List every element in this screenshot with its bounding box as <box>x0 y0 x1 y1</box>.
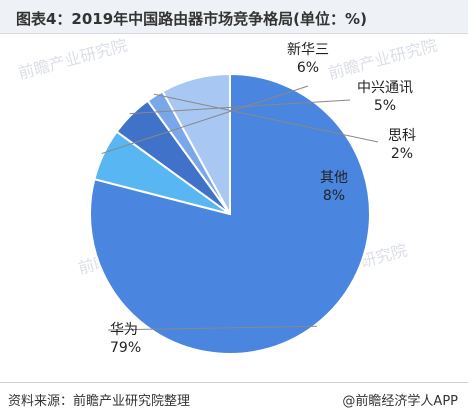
leader-line-2 <box>129 99 351 115</box>
slice-label-name: 中兴通讯 <box>357 80 413 96</box>
slice-label-value: 8% <box>323 188 345 204</box>
chart-title: 图表4：2019年中国路由器市场竞争格局(单位：%) <box>16 10 367 28</box>
slice-label-name: 华为 <box>110 322 138 338</box>
slice-label-name: 新华三 <box>287 42 329 58</box>
pie-slices <box>89 72 371 355</box>
leader-lines <box>101 85 379 331</box>
slice-label-value: 2% <box>391 146 413 162</box>
slice-label-name: 其他 <box>320 170 348 186</box>
leader-line-0 <box>107 325 318 331</box>
slice-label-value: 79% <box>110 340 141 356</box>
footer: 资料来源：前瞻产业研究院整理 @前瞻经济学人APP <box>0 382 468 415</box>
slice-label-value: 5% <box>374 98 396 114</box>
leader-line-1 <box>101 85 309 155</box>
watermark-text: 前瞻产业研究院 <box>326 36 439 83</box>
pie-slice-4 <box>161 72 231 215</box>
slice-label-name: 思科 <box>388 128 416 144</box>
leader-line-3 <box>153 93 379 143</box>
slice-labels: 华为 79% 新华三 6% 中兴通讯 5% 思科 2% 其他 8% <box>110 42 416 356</box>
source-note: 资料来源：前瞻产业研究院整理 <box>8 394 191 409</box>
pie-chart: 前瞻产业研究院前瞻产业研究院前瞻产业研究院前瞻产业研究院 华为79%新华三6%中… <box>16 36 439 356</box>
watermark-text: 前瞻产业研究院 <box>16 36 129 83</box>
chart-title-bar: 图表4：2019年中国路由器市场竞争格局(单位：%) <box>0 0 468 34</box>
slice-label-value: 6% <box>297 60 319 76</box>
brand-note: @前瞻经济学人APP <box>342 394 458 409</box>
